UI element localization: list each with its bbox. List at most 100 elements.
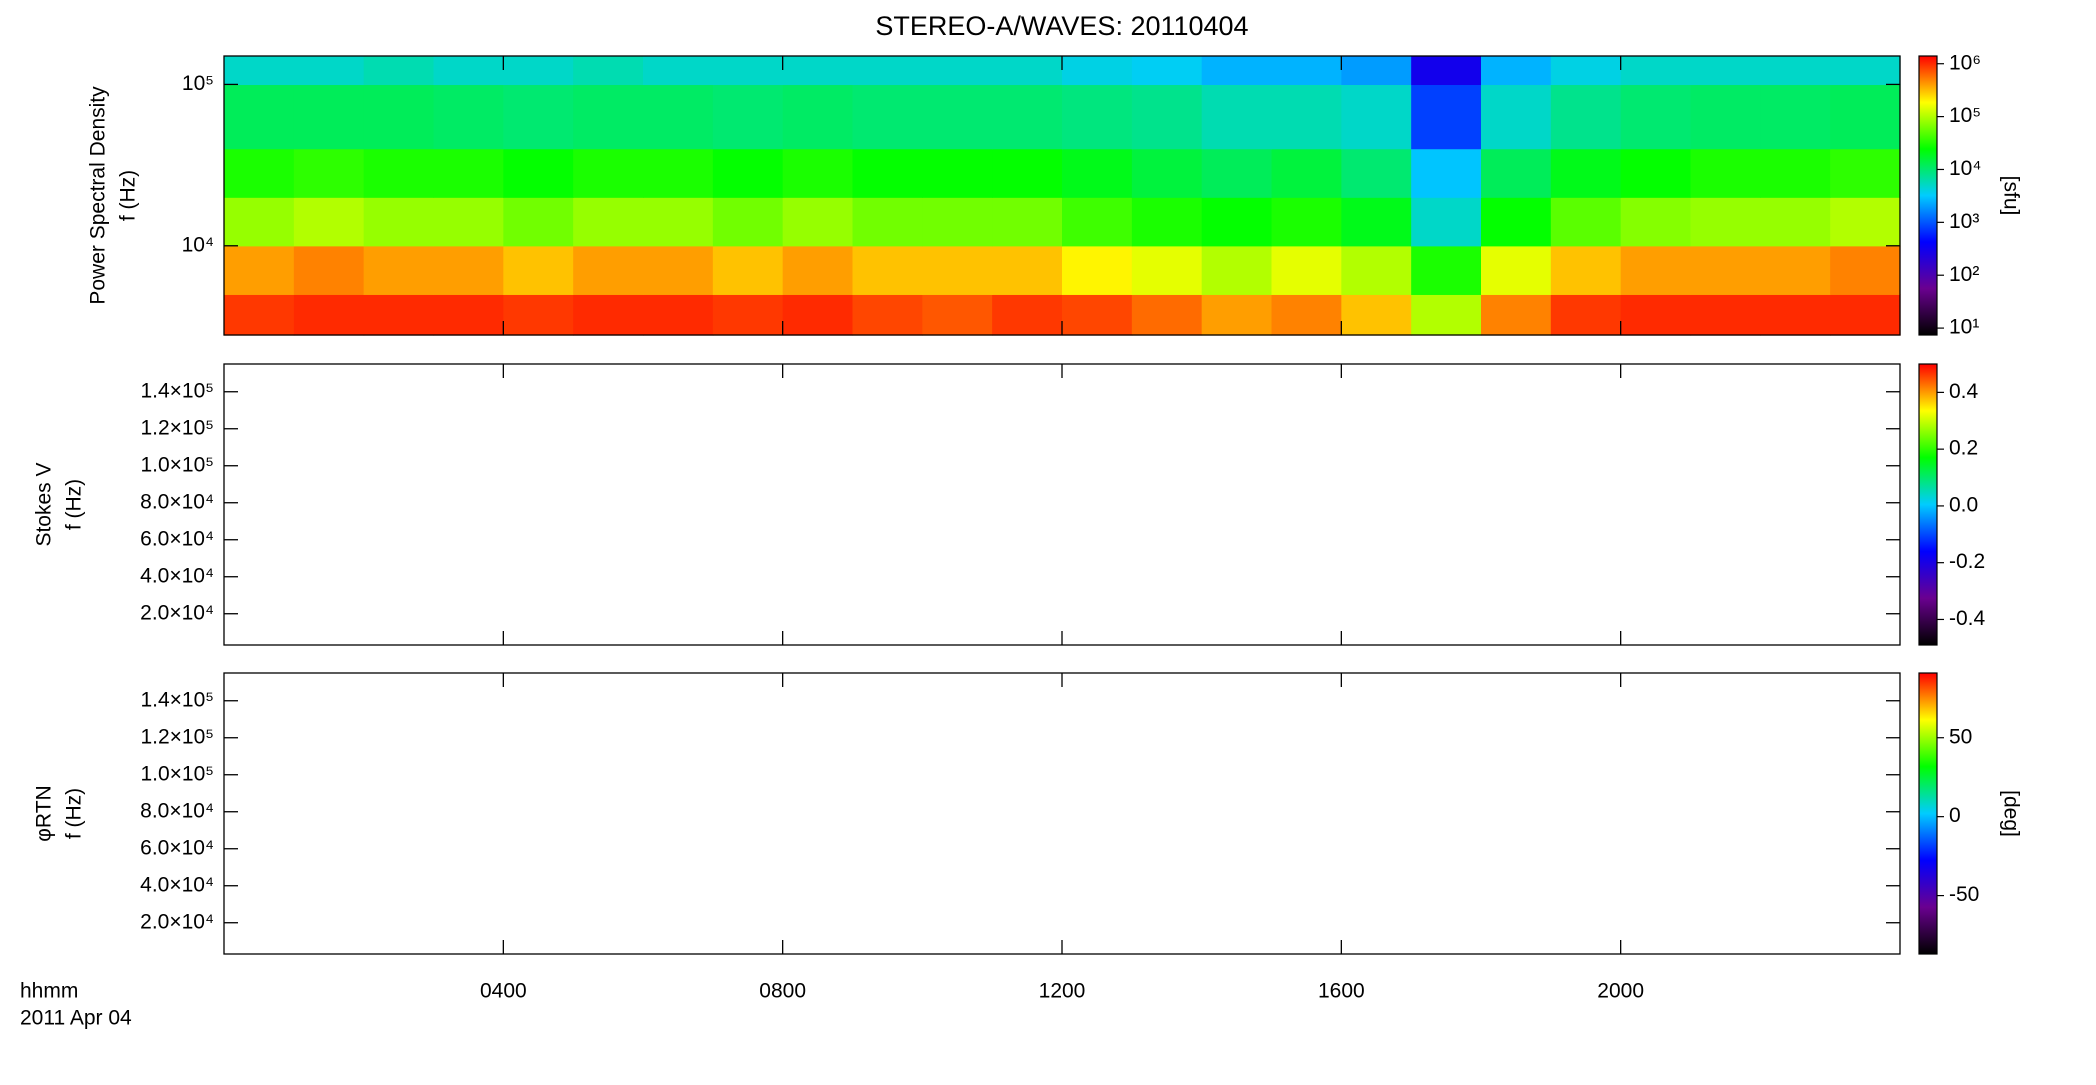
- y-axis-title: f (Hz): [63, 788, 86, 839]
- heatmap-cell: [1131, 56, 1203, 86]
- heatmap-cell: [922, 148, 993, 198]
- heatmap-cell: [433, 84, 504, 150]
- y-tick-label: 1.0×10⁵: [140, 762, 214, 785]
- heatmap-cell: [643, 197, 714, 247]
- heatmap-cell: [503, 148, 574, 198]
- heatmap-cell: [503, 245, 574, 295]
- colorbar: [1918, 55, 1938, 336]
- heatmap-cell: [363, 148, 435, 198]
- heatmap-cell: [1271, 56, 1342, 86]
- colorbar: [1918, 363, 1938, 646]
- heatmap-cell: [1620, 294, 1692, 336]
- heatmap-cell: [1760, 84, 1831, 150]
- y-axis-title: φRTN: [33, 785, 56, 841]
- plot-area: [224, 364, 1900, 645]
- heatmap-cell: [1341, 84, 1412, 150]
- heatmap-cell: [1760, 56, 1831, 86]
- colorbar-tick-label: 10⁴: [1949, 157, 1981, 180]
- colorbar-tick-label: 10¹: [1949, 316, 1979, 339]
- heatmap-cell: [573, 294, 644, 336]
- heatmap-cell: [503, 56, 574, 86]
- heatmap-cell: [1131, 84, 1203, 150]
- heatmap-cell: [433, 197, 504, 247]
- heatmap-cell: [712, 197, 784, 247]
- heatmap-cell: [1481, 84, 1552, 150]
- heatmap-cell: [1550, 84, 1622, 150]
- heatmap-cell: [1131, 294, 1203, 336]
- heatmap-cell: [573, 84, 644, 150]
- heatmap-cell: [1411, 197, 1482, 247]
- heatmap-cell: [1830, 245, 1901, 295]
- y-tick-label: 4.0×10⁴: [140, 564, 214, 587]
- y-tick-label: 10⁵: [182, 72, 214, 95]
- heatmap-cell: [1201, 56, 1273, 86]
- colorbar-tick-label: 10³: [1949, 210, 1979, 233]
- heatmap-cell: [1481, 294, 1552, 336]
- heatmap-cell: [573, 56, 644, 86]
- colorbar-tick-label: -0.4: [1949, 607, 1986, 630]
- colorbar-label: [sfu]: [1999, 176, 2022, 216]
- colorbar-tick-label: 50: [1949, 725, 1972, 748]
- heatmap-cell: [712, 56, 784, 86]
- heatmap-cell: [782, 56, 854, 86]
- heatmap-cell: [1411, 245, 1482, 295]
- colorbar-label: [deg]: [1999, 790, 2022, 837]
- heatmap-cell: [1131, 148, 1203, 198]
- heatmap-cell: [712, 148, 784, 198]
- heatmap-cell: [643, 245, 714, 295]
- heatmap-cell: [224, 294, 295, 336]
- colorbar-tick-label: 0.4: [1949, 380, 1979, 403]
- heatmap-cell: [1690, 197, 1761, 247]
- heatmap-cell: [922, 197, 993, 247]
- heatmap-cell: [1411, 294, 1482, 336]
- heatmap-cell: [1830, 294, 1901, 336]
- y-tick-label: 8.0×10⁴: [140, 490, 214, 513]
- heatmap-cell: [1341, 148, 1412, 198]
- heatmap-cell: [1271, 197, 1342, 247]
- heatmap-cell: [643, 84, 714, 150]
- x-tick-label: 2000: [1597, 980, 1644, 1003]
- heatmap-cell: [573, 197, 644, 247]
- heatmap-cell: [922, 294, 993, 336]
- heatmap-cell: [1062, 148, 1133, 198]
- heatmap-cell: [1620, 148, 1692, 198]
- heatmap-cell: [1411, 56, 1482, 86]
- heatmap-cell: [992, 148, 1063, 198]
- heatmap-cell: [712, 294, 784, 336]
- chart-title: STEREO-A/WAVES: 20110404: [875, 11, 1248, 41]
- heatmap-cell: [992, 197, 1063, 247]
- heatmap-cell: [643, 56, 714, 86]
- heatmap-cell: [922, 245, 993, 295]
- heatmap-cell: [503, 84, 574, 150]
- heatmap-cell: [1201, 84, 1273, 150]
- heatmap-cell: [1201, 294, 1273, 336]
- heatmap-cell: [363, 56, 435, 86]
- heatmap-cell: [433, 294, 504, 336]
- colorbar-tick-label: 10⁶: [1949, 51, 1981, 74]
- heatmap-cell: [922, 56, 993, 86]
- heatmap-cell: [1341, 294, 1412, 336]
- heatmap-cell: [1481, 197, 1552, 247]
- heatmap-cell: [224, 197, 295, 247]
- heatmap-cell: [1550, 197, 1622, 247]
- heatmap-cell: [852, 245, 923, 295]
- heatmap-cell: [1760, 245, 1831, 295]
- heatmap-cell: [363, 245, 435, 295]
- heatmap-cell: [573, 148, 644, 198]
- x-tick-label: 1600: [1318, 980, 1365, 1003]
- heatmap-cell: [363, 294, 435, 336]
- heatmap-cell: [433, 148, 504, 198]
- heatmap-cell: [293, 245, 365, 295]
- heatmap-cell: [1201, 148, 1273, 198]
- heatmap-cell: [1201, 245, 1273, 295]
- heatmap-cell: [1830, 56, 1901, 86]
- heatmap-cell: [1062, 56, 1133, 86]
- heatmap-cell: [852, 56, 923, 86]
- heatmap-cell: [1201, 197, 1273, 247]
- heatmap-cell: [1690, 56, 1761, 86]
- y-tick-label: 1.4×10⁵: [140, 688, 214, 711]
- heatmap-cell: [782, 294, 854, 336]
- y-tick-label: 1.0×10⁵: [140, 453, 214, 476]
- y-tick-label: 2.0×10⁴: [140, 601, 214, 624]
